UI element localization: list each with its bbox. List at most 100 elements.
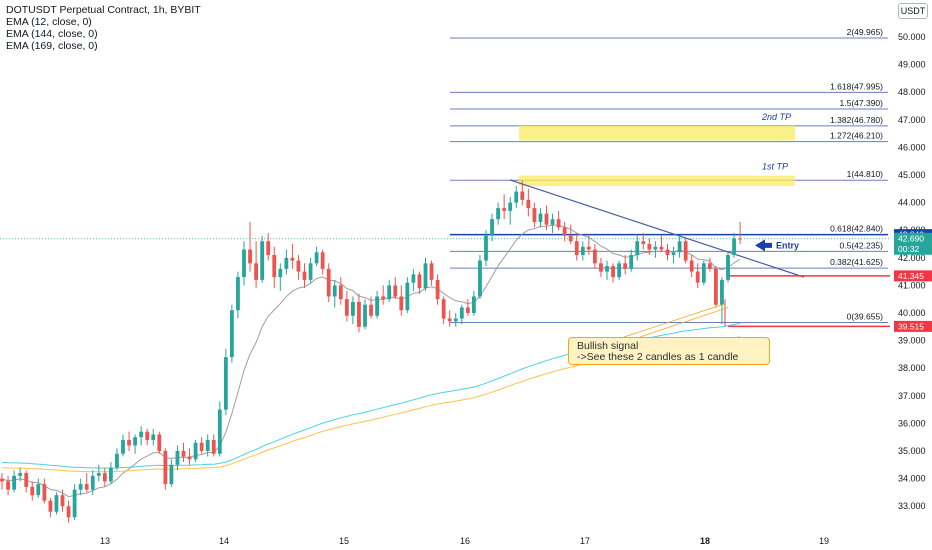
y-tick-label: 47.000 <box>898 115 926 125</box>
y-tick-label: 50.000 <box>898 32 926 42</box>
candle-body <box>732 238 736 256</box>
candle-body <box>6 481 10 490</box>
candle-body <box>465 307 470 313</box>
candle-body <box>157 434 162 451</box>
candle-body <box>720 279 724 305</box>
bullish-signal-note: Bullish signal ->See these 2 candles as … <box>568 337 770 365</box>
candle-body <box>411 274 416 283</box>
candle-body <box>659 246 664 250</box>
candle-body <box>30 486 35 496</box>
ema-12-legend[interactable]: EMA (12, close, 0) <box>6 16 92 28</box>
fib-label: 2(49.965) <box>847 27 884 37</box>
candle-body <box>405 282 410 311</box>
candle-body <box>586 246 591 250</box>
candle-body <box>151 434 156 440</box>
fib-label: 1.5(47.390) <box>840 98 884 108</box>
candle-body <box>242 249 246 278</box>
candle-body <box>230 310 234 358</box>
candle-body <box>647 244 652 250</box>
candle-body <box>538 213 543 222</box>
candle-body <box>121 439 125 454</box>
candle-body <box>60 495 65 507</box>
symbol-title: DOTUSDT Perpetual Contract, 1h, BYBIT <box>6 4 201 16</box>
candle-body <box>163 451 168 485</box>
candle-body <box>127 439 131 446</box>
candle-body <box>532 208 537 222</box>
candle-body <box>520 191 525 200</box>
candle-body <box>90 475 95 490</box>
chart-legend: DOTUSDT Perpetual Contract, 1h, BYBIT EM… <box>6 4 201 52</box>
candle-body <box>496 208 500 220</box>
candle-body <box>375 296 379 316</box>
currency-button[interactable]: USDT <box>898 3 928 19</box>
fib-label: 1(44.810) <box>847 169 884 179</box>
take-profit-zones: 1st TP 2nd TP <box>519 112 795 187</box>
y-tick-label: 49.000 <box>898 60 926 70</box>
candle-body <box>181 451 186 457</box>
candle-body <box>593 249 597 264</box>
fib-label: 0.618(42.840) <box>830 224 883 234</box>
note-pointer <box>639 307 729 338</box>
candle-body <box>441 299 446 319</box>
price-tag <box>894 232 932 255</box>
candle-body <box>393 285 398 297</box>
candle-body <box>677 241 682 253</box>
price-tag-label: 41.345 <box>898 271 924 281</box>
candle-body <box>175 451 180 465</box>
candle-body <box>435 279 440 300</box>
price-tag <box>894 270 932 282</box>
candle-body <box>623 263 628 269</box>
ema-169-legend[interactable]: EMA (169, close, 0) <box>6 40 98 52</box>
candle-body <box>139 431 144 438</box>
candle-body <box>568 235 573 242</box>
candle-body <box>314 252 319 264</box>
y-tick-label: 39.000 <box>898 336 926 346</box>
candle-body <box>683 241 688 261</box>
candle-body <box>689 260 694 272</box>
candle-body <box>266 241 271 256</box>
candle-body <box>199 442 204 451</box>
candle-body <box>714 268 718 305</box>
candle-body <box>363 304 367 327</box>
candle-body <box>115 453 119 468</box>
candle-body <box>447 318 452 322</box>
ema-144-legend[interactable]: EMA (144, close, 0) <box>6 28 98 40</box>
candle-body <box>635 241 640 256</box>
y-tick-label: 41.000 <box>898 280 926 290</box>
fib-label: 0.5(42.235) <box>840 240 884 250</box>
tp-label: 2nd TP <box>761 112 791 122</box>
candle-body <box>102 473 107 482</box>
candle-body <box>133 437 137 446</box>
candle-body <box>707 263 712 269</box>
candle-body <box>290 257 295 261</box>
candle-body <box>611 266 615 278</box>
candle-body <box>508 202 513 211</box>
candle-body <box>423 263 428 289</box>
candle-body <box>302 271 307 280</box>
candle-body <box>574 241 579 256</box>
candle-body <box>695 271 700 283</box>
candle-body <box>514 191 519 203</box>
x-tick-label: 19 <box>819 536 829 546</box>
y-tick-label: 45.000 <box>898 170 926 180</box>
candle-body <box>332 285 337 297</box>
candle-body <box>0 478 4 482</box>
y-tick-label: 44.000 <box>898 198 926 208</box>
candle-body <box>641 241 646 244</box>
y-tick-label: 38.000 <box>898 363 926 373</box>
tp-zone <box>519 125 795 141</box>
y-tick-label: 42.000 <box>898 253 926 263</box>
candle-body <box>72 489 77 518</box>
candle-body <box>54 495 59 512</box>
candle-body <box>223 357 228 410</box>
candle-body <box>665 249 670 256</box>
candle-body <box>459 307 464 319</box>
candle-body <box>42 484 47 501</box>
candle-body <box>254 263 258 280</box>
candle-body <box>96 473 101 476</box>
candle-body <box>217 409 222 454</box>
entry-label: Entry <box>776 240 799 250</box>
candle-body <box>248 249 252 264</box>
candle-body <box>351 301 355 316</box>
